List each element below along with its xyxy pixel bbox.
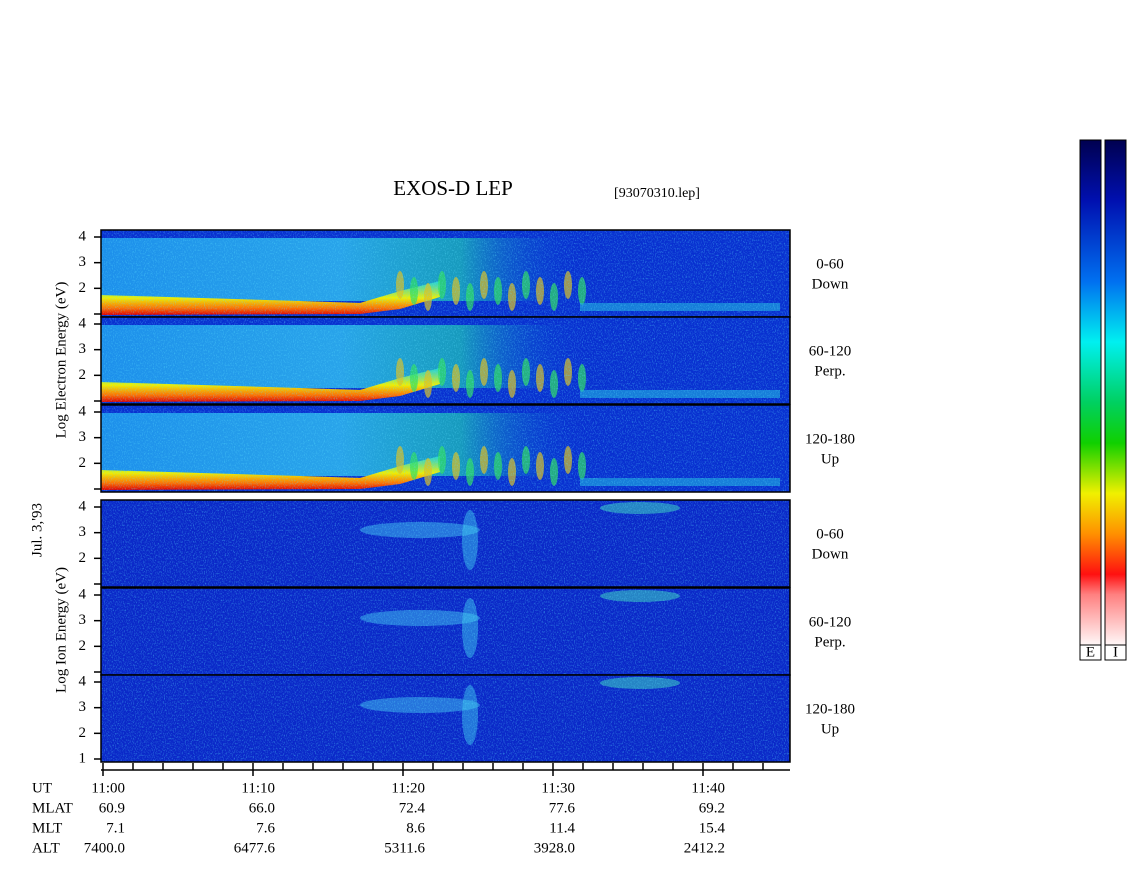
panel-direction: Down xyxy=(812,276,849,292)
row-value: 11.4 xyxy=(549,820,575,836)
y-tick-label: 2 xyxy=(79,550,87,566)
row-value: 5311.6 xyxy=(384,840,425,856)
row-label: ALT xyxy=(32,840,60,856)
row-value: 3928.0 xyxy=(534,840,575,856)
panel-direction: Up xyxy=(821,721,839,737)
panel-noise xyxy=(101,230,790,317)
panel-noise xyxy=(101,675,790,762)
panel-frame xyxy=(100,404,791,493)
row-value: 11:40 xyxy=(691,780,725,796)
colorbar-label-box xyxy=(1079,644,1102,661)
y-tick-label: 3 xyxy=(79,429,87,445)
electron-axis-label: Log Electron Energy (eV) xyxy=(53,282,69,439)
y-tick-label: 3 xyxy=(79,524,87,540)
row-value: 11:20 xyxy=(391,780,425,796)
date-label: Jul. 3,'93 xyxy=(29,503,45,557)
panel-frame xyxy=(100,499,791,588)
spectrogram-panel: 4 3 2 60-120 Perp. xyxy=(79,586,852,676)
y-tick-label: 4 xyxy=(79,315,87,331)
colorbar-e xyxy=(1079,139,1102,646)
y-tick-label: 3 xyxy=(79,699,87,715)
y-tick-label: 3 xyxy=(79,612,87,628)
row-value: 7.6 xyxy=(256,820,275,836)
row-value: 60.9 xyxy=(99,800,125,816)
y-tick-label: 2 xyxy=(79,280,87,296)
row-value: 2412.2 xyxy=(684,840,725,856)
spectrogram-panel: 4 3 2 0-60 Down xyxy=(79,228,849,318)
panel-direction: Perp. xyxy=(814,634,845,650)
panel-noise xyxy=(101,317,790,404)
y-tick-label: 4 xyxy=(79,403,87,419)
row-value: 7.1 xyxy=(106,820,125,836)
y-tick-label: 2 xyxy=(79,725,87,741)
row-value: 66.0 xyxy=(249,800,275,816)
spectrogram-panel: 4 3 2 60-120 Perp. xyxy=(79,315,852,405)
colorbar-label: E xyxy=(1086,644,1095,660)
panel-noise xyxy=(101,500,790,587)
title: EXOS-D LEP xyxy=(393,176,513,200)
row-label: MLAT xyxy=(32,800,73,816)
row-label: MLT xyxy=(32,820,62,836)
row-label: UT xyxy=(32,780,52,796)
panel-noise xyxy=(101,588,790,675)
row-value: 15.4 xyxy=(699,820,726,836)
panel-range: 120-180 xyxy=(805,701,855,717)
y-tick-label: 4 xyxy=(79,228,87,244)
spectrogram-panel: 4 3 2 0-60 Down xyxy=(79,498,849,588)
y-tick-label: 2 xyxy=(79,455,87,471)
row-value: 77.6 xyxy=(549,800,576,816)
colorbar-i xyxy=(1104,139,1127,646)
row-value: 11:10 xyxy=(241,780,275,796)
y-tick-label: 3 xyxy=(79,341,87,357)
panel-frame xyxy=(100,316,791,405)
row-value: 72.4 xyxy=(399,800,426,816)
panel-noise xyxy=(101,405,790,492)
colorbars: E I xyxy=(1079,139,1127,661)
y-tick-label: 4 xyxy=(79,673,87,689)
y-tick-label: 1 xyxy=(79,750,87,766)
panel-range: 0-60 xyxy=(816,256,844,272)
y-tick-label: 2 xyxy=(79,367,87,383)
panel-range: 60-120 xyxy=(809,343,852,359)
panel-range: 120-180 xyxy=(805,431,855,447)
panel-range: 0-60 xyxy=(816,526,844,542)
spectrogram-panel: 4 3 2 120-180 Up xyxy=(79,403,855,493)
panel-direction: Up xyxy=(821,451,839,467)
row-value: 8.6 xyxy=(406,820,425,836)
row-value: 11:00 xyxy=(91,780,125,796)
panel-frame xyxy=(100,674,791,763)
panel-range: 60-120 xyxy=(809,614,852,630)
colorbar-label: I xyxy=(1113,644,1118,660)
y-tick-label: 4 xyxy=(79,498,87,514)
row-value: 69.2 xyxy=(699,800,725,816)
spectrogram-panel: 4 3 2 1 120-180 Up xyxy=(79,673,856,766)
y-tick-label: 3 xyxy=(79,254,87,270)
ion-axis-label: Log Ion Energy (eV) xyxy=(53,567,69,693)
file-name: [93070310.lep] xyxy=(614,186,700,201)
y-tick-label: 2 xyxy=(79,638,87,654)
y-tick-label: 4 xyxy=(79,586,87,602)
row-value: 7400.0 xyxy=(84,840,125,856)
colorbar-label-box xyxy=(1104,644,1127,661)
row-value: 11:30 xyxy=(541,780,575,796)
row-value: 6477.6 xyxy=(234,840,276,856)
panel-direction: Down xyxy=(812,546,849,562)
panel-direction: Perp. xyxy=(814,363,845,379)
